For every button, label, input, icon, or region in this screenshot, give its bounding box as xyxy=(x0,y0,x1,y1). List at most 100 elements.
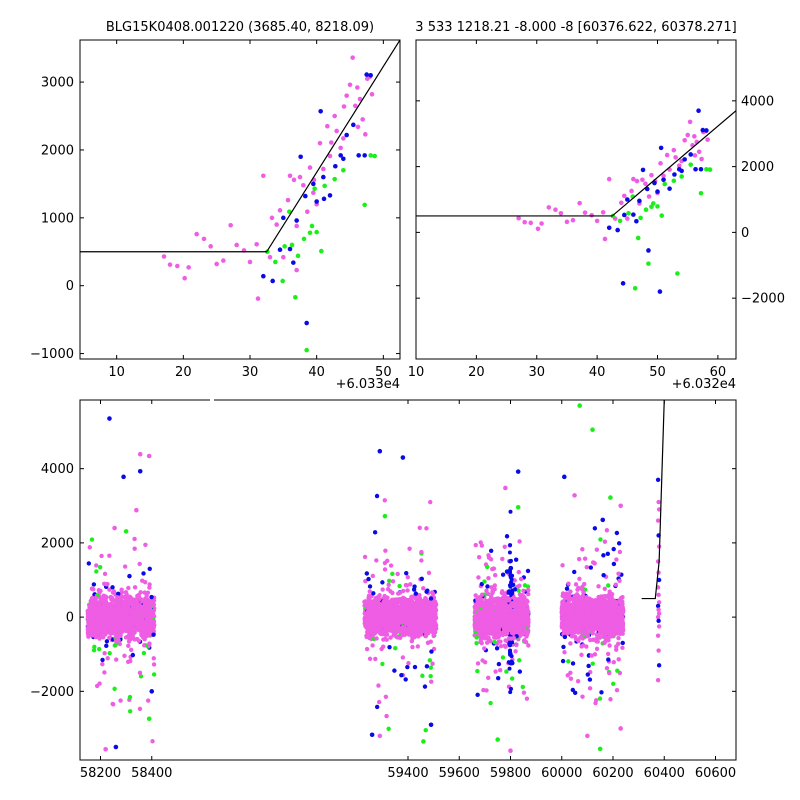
data-point-green xyxy=(282,244,287,249)
data-point-blue xyxy=(404,570,409,576)
data-point-magenta xyxy=(294,223,299,229)
data-point-magenta xyxy=(625,216,630,221)
panel-top-right-title: 3 533 1218.21 -8.000 -8 [60376.622, 6037… xyxy=(415,20,736,35)
data-point-magenta xyxy=(221,258,226,263)
data-point-blue xyxy=(496,661,502,667)
data-point-blue xyxy=(655,189,660,194)
data-point-blue xyxy=(561,644,566,650)
data-point-blue xyxy=(86,561,92,566)
data-point-green xyxy=(671,178,677,184)
data-point-blue xyxy=(405,664,410,670)
data-point-magenta xyxy=(489,585,494,590)
data-point-green xyxy=(372,153,377,159)
data-point-magenta xyxy=(137,561,142,567)
data-point-magenta xyxy=(699,156,704,162)
data-point-blue xyxy=(127,573,132,579)
data-point-blue xyxy=(413,591,419,596)
data-point-magenta xyxy=(132,546,137,551)
data-point-magenta xyxy=(664,152,670,158)
data-point-blue xyxy=(615,227,620,233)
data-point-blue xyxy=(151,632,156,637)
data-point-magenta xyxy=(234,242,239,248)
data-point-magenta xyxy=(261,173,266,179)
data-point-magenta xyxy=(267,254,273,260)
data-point-magenta xyxy=(376,683,381,688)
data-point-magenta xyxy=(118,698,123,703)
plot-area-top-left xyxy=(80,40,400,353)
data-point-blue xyxy=(625,197,630,202)
data-point-blue xyxy=(620,281,626,286)
data-point-magenta xyxy=(360,117,365,122)
data-point-magenta xyxy=(167,262,173,267)
data-point-green xyxy=(698,190,704,196)
data-point-magenta xyxy=(355,85,360,90)
panel-top-right: 3 533 1218.21 -8.000 -8 [60376.622, 6037… xyxy=(408,20,785,392)
data-point-magenta xyxy=(671,147,677,153)
data-point-magenta xyxy=(497,667,503,673)
data-point-magenta xyxy=(385,587,391,592)
data-point-magenta xyxy=(372,598,377,603)
data-point-magenta xyxy=(383,548,388,553)
data-point-magenta xyxy=(421,586,426,591)
data-point-magenta xyxy=(376,699,382,705)
data-point-magenta xyxy=(194,231,199,237)
data-point-green xyxy=(112,686,117,691)
data-point-blue xyxy=(372,530,378,535)
data-point-magenta xyxy=(344,93,349,98)
data-point-blue xyxy=(688,152,694,157)
data-point-magenta xyxy=(364,646,370,652)
data-point-blue xyxy=(364,72,369,77)
data-point-blue xyxy=(298,154,303,160)
data-point-magenta xyxy=(388,635,393,640)
data-point-green xyxy=(626,211,631,216)
data-point-magenta xyxy=(370,643,375,648)
data-point-blue xyxy=(341,156,346,162)
data-point-magenta xyxy=(582,210,588,215)
data-point-blue xyxy=(303,193,308,199)
data-point-blue xyxy=(261,273,266,279)
data-point-magenta xyxy=(363,578,368,584)
data-point-magenta xyxy=(384,595,389,601)
data-point-magenta xyxy=(524,598,529,603)
x-tick-label: 60 xyxy=(710,365,727,380)
data-point-magenta xyxy=(297,174,303,180)
data-point-magenta xyxy=(182,275,187,281)
model-line xyxy=(80,40,400,253)
data-point-blue xyxy=(485,584,490,589)
data-point-blue xyxy=(104,639,110,644)
data-point-blue xyxy=(356,153,361,158)
x-tick-label: 40 xyxy=(589,365,606,380)
data-point-magenta xyxy=(682,138,687,143)
data-point-magenta xyxy=(102,670,107,675)
x-tick-label: 50 xyxy=(375,365,392,380)
data-point-blue xyxy=(294,218,299,223)
data-point-magenta xyxy=(395,571,400,577)
data-point-magenta xyxy=(606,176,612,182)
data-point-green xyxy=(309,223,315,229)
data-point-magenta xyxy=(473,542,478,548)
axes-frame-top-right xyxy=(415,39,737,360)
data-point-magenta xyxy=(406,661,411,666)
data-point-magenta xyxy=(577,576,582,582)
data-point-magenta xyxy=(614,557,619,562)
data-point-green xyxy=(659,213,665,218)
data-point-magenta xyxy=(384,713,389,719)
data-point-magenta xyxy=(522,219,527,225)
data-point-magenta xyxy=(622,193,627,199)
data-point-magenta xyxy=(367,656,373,661)
data-point-magenta xyxy=(150,739,155,744)
data-point-magenta xyxy=(564,219,570,225)
data-point-blue xyxy=(622,212,627,218)
data-point-magenta xyxy=(492,583,498,588)
data-point-green xyxy=(522,583,528,588)
data-point-magenta xyxy=(186,265,191,270)
plot-area-bottom xyxy=(85,400,665,754)
data-point-green xyxy=(638,215,643,221)
data-point-magenta xyxy=(99,553,104,559)
data-point-blue xyxy=(368,72,373,78)
data-point-green xyxy=(662,181,668,187)
data-point-blue xyxy=(362,153,367,158)
data-point-magenta xyxy=(105,656,110,661)
data-point-blue xyxy=(422,684,428,689)
